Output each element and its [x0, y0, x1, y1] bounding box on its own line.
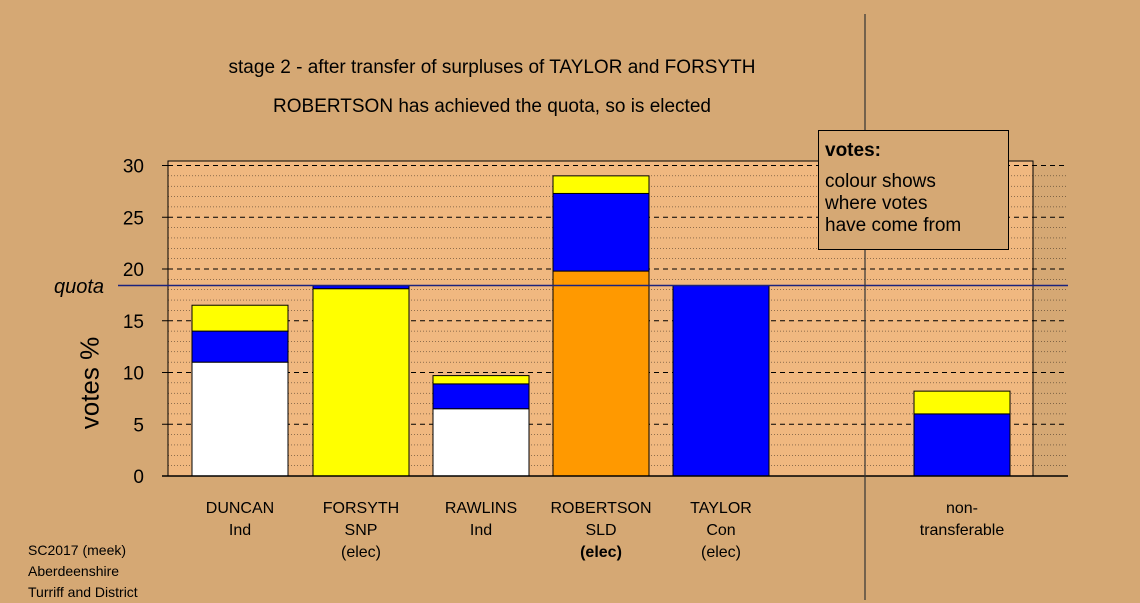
bar-segment — [552, 175, 650, 194]
bar-segment — [191, 330, 289, 363]
x-tick-label: (elec) — [341, 544, 381, 561]
y-tick-label: 25 — [123, 208, 144, 229]
y-tick-label: 10 — [123, 364, 144, 385]
bar-segment — [552, 270, 650, 477]
x-tick-label: ROBERTSON — [550, 500, 651, 517]
legend-line: colour shows — [825, 171, 936, 192]
x-tick-label: Ind — [470, 522, 492, 539]
x-tick-label: SNP — [345, 522, 378, 539]
legend-line: have come from — [825, 215, 962, 236]
x-tick-label: TAYLOR — [690, 500, 752, 517]
x-tick-label: RAWLINS — [445, 500, 517, 517]
x-tick-label: Con — [706, 522, 735, 539]
bar-segment — [913, 390, 1011, 415]
bar-segment — [913, 413, 1011, 477]
x-tick-label: Ind — [229, 522, 251, 539]
x-tick-label: SLD — [585, 522, 616, 539]
y-tick-label: 15 — [123, 312, 144, 333]
chart-subtitle: ROBERTSON has achieved the quota, so is … — [273, 96, 711, 117]
bar-segment — [191, 361, 289, 477]
footer: SC2017 (meek) Aberdeenshire Turriff and … — [28, 540, 138, 603]
legend-line: where votes — [825, 193, 928, 214]
bar-segment — [432, 408, 530, 477]
y-axis-label: votes % — [74, 336, 105, 430]
y-tick-label: 20 — [123, 260, 144, 281]
bar-segment — [552, 192, 650, 272]
y-tick-label: 0 — [133, 467, 144, 488]
x-tick-label: FORSYTH — [323, 500, 399, 517]
y-tick-label: 30 — [123, 157, 144, 178]
legend: votes: colour shows where votes have com… — [818, 130, 1009, 250]
bar-segment — [312, 288, 410, 477]
legend-title: votes: — [825, 140, 881, 161]
footer-line: Turriff and District — [28, 584, 138, 600]
x-tick-label: transferable — [920, 522, 1005, 539]
y-tick-label: 5 — [133, 415, 144, 436]
quota-label: quota — [54, 276, 105, 298]
chart-title: stage 2 - after transfer of surpluses of… — [228, 57, 756, 78]
x-tick-label: non- — [946, 500, 978, 517]
x-tick-label: (elec) — [580, 544, 622, 561]
footer-line: Aberdeenshire — [28, 563, 120, 579]
bar-segment — [432, 375, 530, 385]
bar-segment — [672, 285, 770, 477]
x-tick-label: DUNCAN — [206, 500, 274, 517]
bar-segment — [191, 304, 289, 332]
x-tick-label: (elec) — [701, 544, 741, 561]
bar-segment — [432, 383, 530, 410]
footer-line: SC2017 (meek) — [28, 542, 127, 558]
